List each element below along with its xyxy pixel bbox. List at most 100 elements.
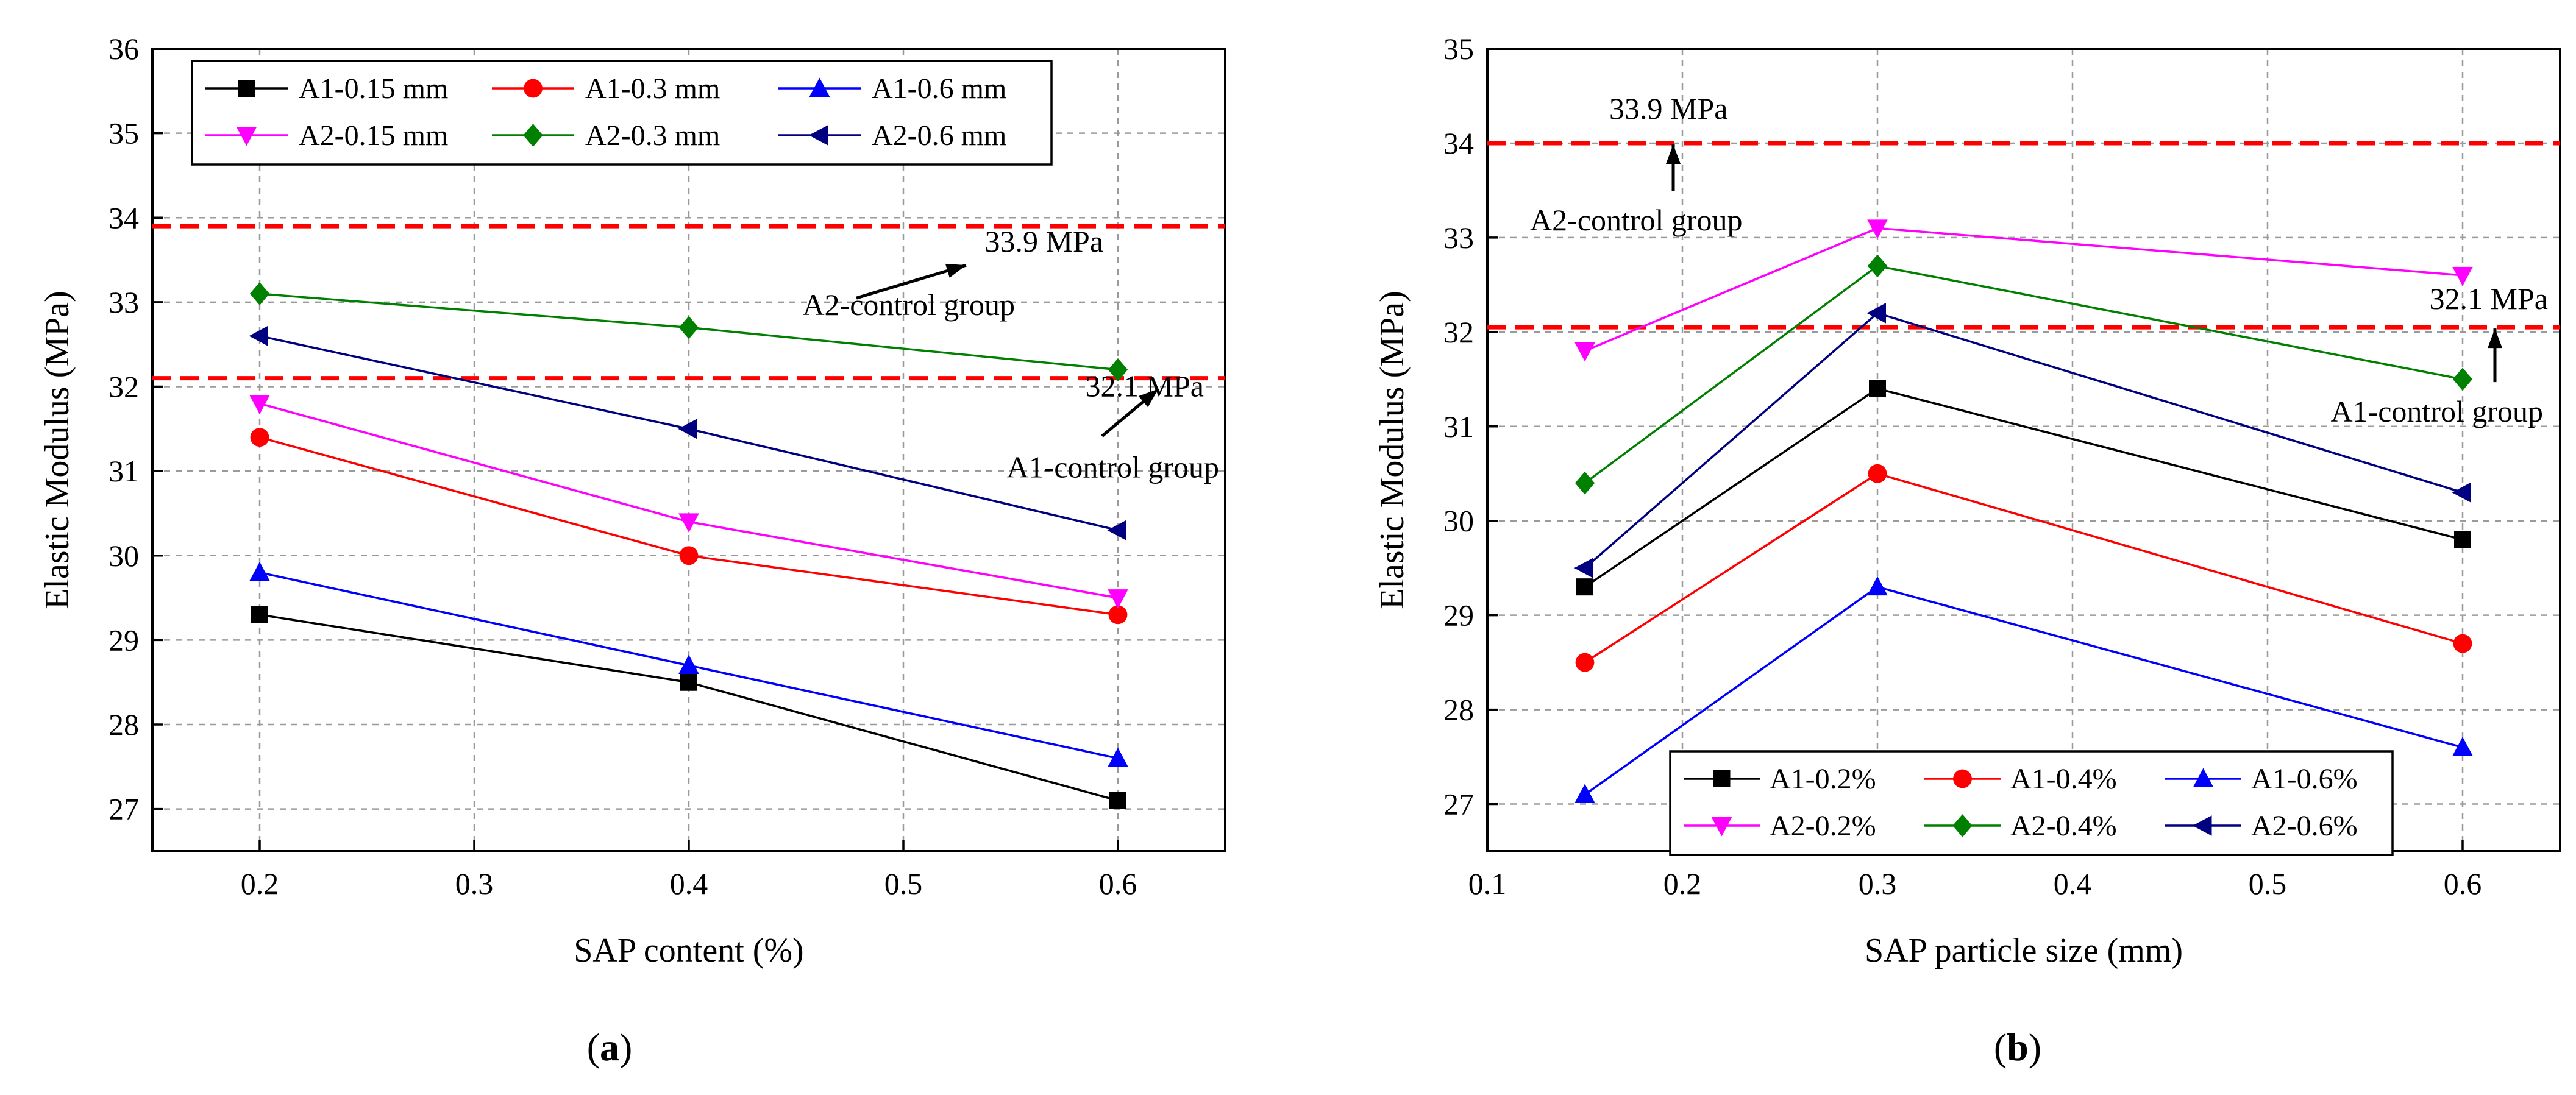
data-point (1574, 471, 1595, 495)
data-point (1108, 589, 1128, 609)
legend-marker (2193, 815, 2212, 836)
y-axis-label: Elastic Modulus (MPa) (1373, 291, 1411, 609)
reference-value-label: 33.9 MPa (1609, 91, 1727, 126)
reference-group-label: A2-control group (1530, 203, 1743, 237)
series-line (1584, 311, 2463, 569)
x-axis-label: SAP content (%) (574, 932, 803, 969)
data-point (2452, 482, 2471, 503)
y-tick-label: 30 (1443, 504, 1474, 538)
annotation-arrow-head (2488, 328, 2502, 349)
panel-label-open: ( (587, 1026, 600, 1069)
x-tick-label: 0.4 (670, 866, 708, 901)
data-point (249, 562, 270, 581)
legend-box (191, 60, 1053, 166)
data-point (249, 395, 270, 414)
data-point (1108, 748, 1128, 767)
reference-value-label: 33.9 MPa (985, 224, 1103, 258)
data-point (678, 654, 699, 675)
panel-b-chart: 27 28 29 30 31 32 33 34 35 0.1 0.2 0.3 0.4 0.5 0.6 SAP … (1373, 32, 2561, 1069)
panel-label-close: ) (2029, 1026, 2041, 1069)
legend-marker (523, 124, 543, 147)
data-point (1109, 792, 1126, 809)
series-line (1584, 472, 2463, 664)
legend-label: A2-0.2% (1770, 810, 1876, 842)
y-tick-label: 34 (1443, 126, 1474, 160)
panel-label-letter: a (600, 1026, 619, 1069)
data-point (1576, 578, 1593, 596)
data-point (250, 428, 269, 447)
legend-marker (524, 79, 543, 98)
legend-label: A2-0.6 mm (872, 119, 1006, 152)
legend-label: A1-0.4% (2010, 763, 2117, 795)
legend-label: A2-0.3 mm (585, 119, 720, 152)
annotation-arrow-head (1138, 389, 1158, 408)
legend-label: A2-0.6% (2251, 810, 2358, 842)
x-tick-label: 0.2 (241, 866, 279, 901)
data-point (2453, 634, 2472, 653)
y-tick-label: 34 (109, 200, 139, 235)
data-point (678, 316, 699, 339)
legend-marker (238, 80, 255, 97)
y-tick-label: 35 (1443, 32, 1474, 66)
y-tick-label: 28 (109, 707, 139, 742)
data-point (2454, 531, 2471, 548)
panel-label: (b) (1994, 1026, 2041, 1069)
x-axis-label: SAP particle size (mm) (1865, 932, 2183, 969)
data-point (1574, 784, 1595, 804)
legend-label: A2-0.4% (2010, 810, 2117, 842)
data-point (679, 546, 699, 565)
x-tick-label: 0.3 (455, 866, 494, 901)
reference-group-label: A2-control group (802, 288, 1015, 322)
legend-label: A1-0.6 mm (872, 73, 1006, 105)
data-point (249, 282, 270, 305)
data-point (1575, 653, 1595, 672)
data-point (1867, 576, 1888, 596)
x-tick-label: 0.3 (1859, 866, 1897, 901)
panel-a-chart: 27 28 29 30 31 32 33 34 35 36 0.2 0.3 0.4 0.5 0.6 SAP c… (38, 32, 1226, 1069)
legend-marker (1953, 769, 1972, 788)
reference-group-label: A1-control group (1006, 450, 1219, 484)
legend-label: A1-0.3 mm (585, 73, 720, 105)
data-point (2452, 737, 2473, 756)
reference-value-label: 32.1 MPa (2430, 282, 2548, 316)
y-tick-label: 27 (1443, 787, 1474, 821)
legend-marker (1952, 814, 1973, 837)
data-point (251, 606, 268, 623)
legend-marker (236, 127, 257, 146)
y-tick-label: 28 (1443, 693, 1474, 727)
legend-marker (809, 125, 828, 146)
x-tick-label: 0.6 (2444, 866, 2482, 901)
x-tick-label: 0.6 (1099, 866, 1137, 901)
panel-label-letter: b (2007, 1026, 2029, 1069)
x-tick-label: 0.5 (884, 866, 923, 901)
y-tick-label: 36 (109, 32, 139, 66)
data-point (1867, 254, 1888, 278)
data-point (680, 673, 697, 691)
data-point (1574, 558, 1593, 578)
data-point (2452, 367, 2473, 391)
legend-label: A2-0.15 mm (299, 119, 448, 152)
x-tick-label: 0.1 (1468, 866, 1507, 901)
y-tick-label: 27 (109, 792, 139, 826)
y-tick-label: 33 (1443, 221, 1474, 255)
data-point (1868, 464, 1887, 483)
annotation-arrow-head (945, 263, 966, 278)
x-tick-label: 0.4 (2054, 866, 2092, 901)
legend-box (1669, 750, 2394, 856)
legend-label: A1-0.6% (2251, 763, 2358, 795)
y-tick-label: 29 (109, 623, 139, 657)
panel-label: (a) (587, 1026, 633, 1069)
y-tick-label: 32 (1443, 315, 1474, 349)
data-point (1574, 342, 1595, 362)
data-point (249, 325, 268, 347)
y-axis-label: Elastic Modulus (MPa) (38, 291, 76, 609)
legend-marker (1711, 817, 1732, 837)
data-point (1866, 303, 1886, 324)
y-tick-label: 29 (1443, 598, 1474, 633)
series-line (1584, 264, 2463, 484)
data-point (1869, 380, 1886, 397)
legend-marker (2193, 768, 2214, 787)
y-tick-label: 31 (109, 454, 139, 488)
panel-label-close: ) (619, 1026, 632, 1069)
legend-marker (1713, 770, 1731, 787)
